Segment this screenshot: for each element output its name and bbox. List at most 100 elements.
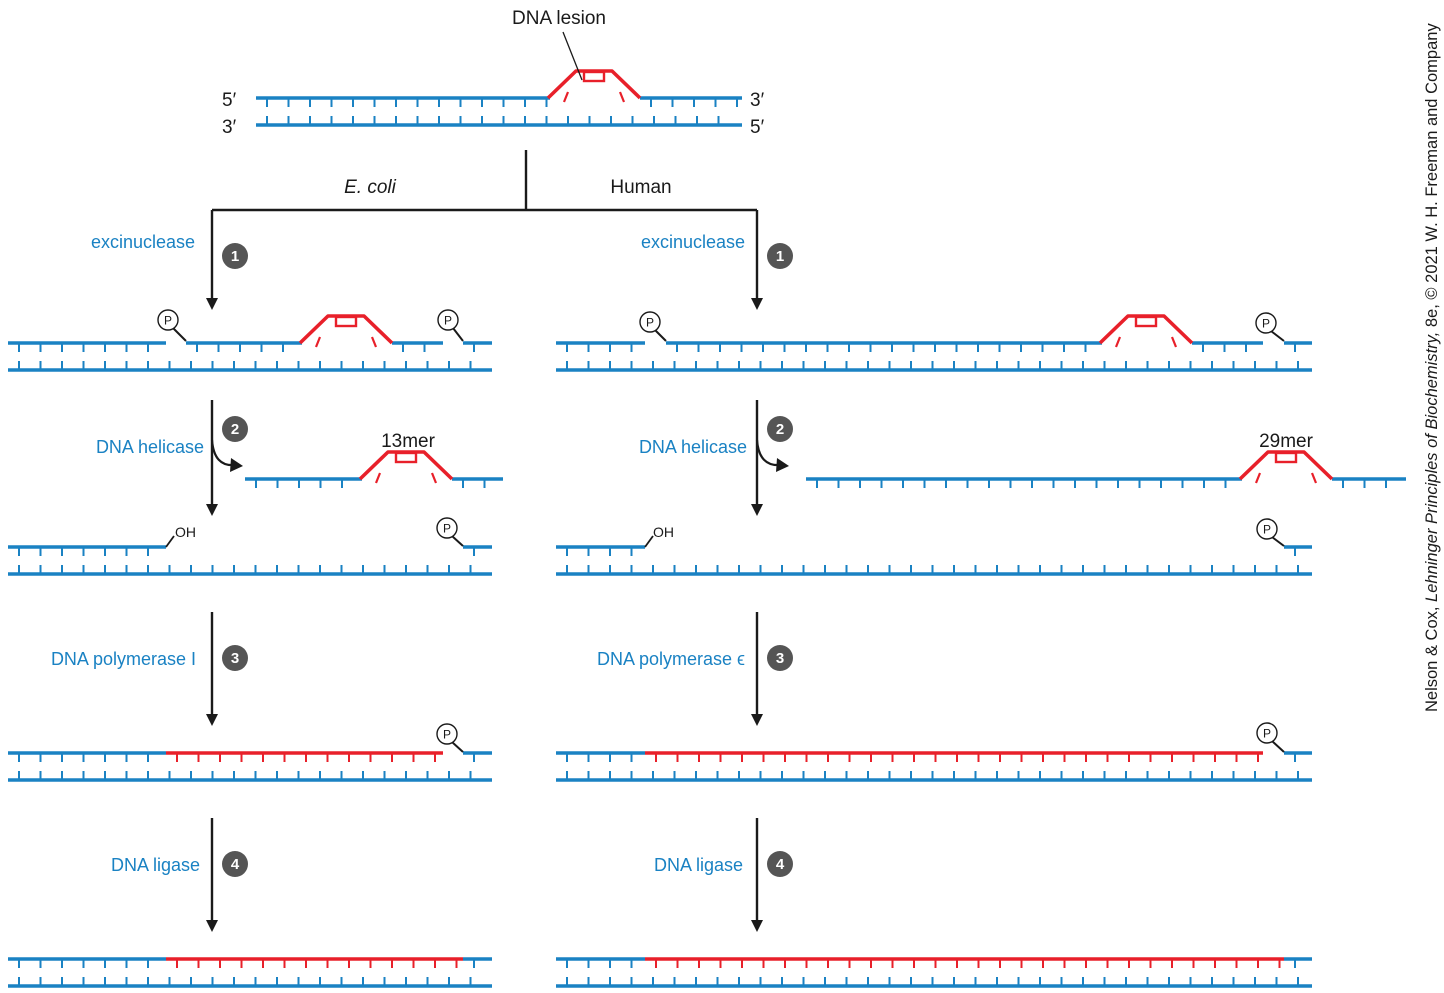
arrowhead <box>206 920 218 932</box>
lesion-base-tick <box>370 336 378 348</box>
phosphate-circle <box>437 309 459 331</box>
human-curved-arrow-excision <box>755 439 789 472</box>
ecoli-step-3: DNA polymerase I 3 <box>51 645 248 671</box>
arrowhead <box>776 458 789 472</box>
ecoli-arrow-step-1 <box>206 210 218 310</box>
ecoli-arrow-step-4 <box>206 818 218 932</box>
end-label-3prime-left: 3′ <box>222 117 237 138</box>
human-sealed-dna <box>556 957 1312 988</box>
phosphate-circle <box>1256 518 1278 540</box>
step-number-badge <box>767 243 793 269</box>
credit-prefix: Nelson & Cox, <box>1423 602 1441 712</box>
step-number-badge <box>767 851 793 877</box>
phosphate-marker: P <box>1255 312 1285 342</box>
arrowhead <box>751 920 763 932</box>
arrowhead <box>751 714 763 726</box>
phosphate-bond <box>1270 330 1285 342</box>
phosphate-circle <box>1256 722 1278 744</box>
arrowhead <box>206 714 218 726</box>
lesion-base-tick <box>374 472 382 484</box>
lesion-bulge <box>1098 314 1194 345</box>
lesion-base-tick <box>1114 336 1122 348</box>
step-number: 1 <box>231 248 239 265</box>
intact-dna-with-lesion <box>256 69 742 127</box>
human-arrow-step-1 <box>751 210 763 310</box>
ecoli-branch-label: E. coli <box>344 177 397 198</box>
phosphate-bond <box>452 327 464 342</box>
human-enzyme-label: excinuclease <box>641 232 745 252</box>
human-step-4: DNA ligase 4 <box>654 851 793 877</box>
step-number-badge <box>222 851 248 877</box>
step-number-badge <box>767 416 793 442</box>
arrowhead <box>206 298 218 310</box>
lesion-pointer-line <box>562 31 583 81</box>
lesion-base-tick <box>562 91 570 103</box>
phosphate-marker: P <box>1256 518 1285 547</box>
ecoli-sealed-dna <box>8 957 492 988</box>
ecoli-enzyme-label: excinuclease <box>91 232 195 252</box>
human-fragment-label: 29mer <box>1259 431 1314 452</box>
human-arrow-step-2 <box>751 400 763 516</box>
hydroxyl-label: OH <box>653 524 674 540</box>
phosphate-bond <box>451 535 464 547</box>
credit-suffix: 8e, © 2021 W. H. Freeman and Company <box>1423 23 1441 332</box>
lesion-base-tick <box>1254 472 1262 484</box>
step-number: 1 <box>776 248 784 265</box>
lesion-bulge <box>298 314 394 345</box>
step-number: 2 <box>776 421 784 438</box>
human-step-1: excinuclease 1 <box>641 232 793 269</box>
thymine-dimer-bond <box>394 451 418 464</box>
phosphate-label: P <box>1263 727 1271 741</box>
human-enzyme-label: DNA polymerase ϵ <box>597 649 745 669</box>
hydroxyl-label: OH <box>175 524 196 540</box>
ecoli-arrow-step-3 <box>206 612 218 726</box>
phosphate-marker: P <box>437 309 464 342</box>
lesion-base-tick <box>314 336 322 348</box>
ecoli-fragment-label: 13mer <box>381 431 436 452</box>
human-repaired-nicked-dna <box>556 751 1312 782</box>
branch-connector <box>212 150 757 212</box>
step-number: 3 <box>776 650 784 667</box>
ecoli-incised-dna <box>8 314 492 372</box>
end-label-5prime-right: 5′ <box>750 117 765 138</box>
ecoli-enzyme-label: DNA ligase <box>111 855 200 875</box>
phosphate-circle <box>639 311 661 333</box>
step-number-badge <box>222 416 248 442</box>
human-arrow-step-3 <box>751 612 763 726</box>
ecoli-step-1: excinuclease 1 <box>91 232 248 269</box>
lesion-base-tick <box>1310 472 1318 484</box>
thymine-dimer-bond <box>1274 451 1298 464</box>
phosphate-label: P <box>443 522 451 536</box>
human-arrow-step-4 <box>751 818 763 932</box>
step-number-badge <box>767 645 793 671</box>
lesion-bulge <box>358 450 454 481</box>
arrow-layer <box>206 210 789 932</box>
human-branch-label: Human <box>610 177 671 198</box>
lesion-base-tick <box>1170 336 1178 348</box>
human-excised-29mer <box>806 450 1406 488</box>
thymine-dimer-bond <box>334 315 358 328</box>
phosphate-circle <box>436 723 458 745</box>
human-enzyme-label: DNA helicase <box>639 437 747 457</box>
arrowhead <box>206 504 218 516</box>
phosphate-label: P <box>1263 523 1271 537</box>
thymine-dimer-bond <box>582 70 606 83</box>
ecoli-excised-13mer <box>245 450 503 488</box>
ecoli-gapped-dna <box>8 545 492 576</box>
phosphate-label: P <box>1262 317 1270 331</box>
human-step-3: DNA polymerase ϵ 3 <box>597 645 793 671</box>
hydroxyl-marker-human: OH <box>644 524 674 548</box>
ecoli-enzyme-label: DNA polymerase I <box>51 649 196 669</box>
human-enzyme-label: DNA ligase <box>654 855 743 875</box>
end-label-5prime-left: 5′ <box>222 90 237 111</box>
human-incised-dna <box>556 314 1312 372</box>
step-number: 2 <box>231 421 239 438</box>
ecoli-curved-arrow-excision <box>210 439 243 472</box>
copyright-credit: Nelson & Cox, Lehninger Principles of Bi… <box>1423 23 1441 712</box>
phosphate-marker: P <box>436 723 464 753</box>
arrowhead <box>751 504 763 516</box>
human-step-2: DNA helicase 2 <box>639 416 793 457</box>
lesion-bulge <box>1238 450 1334 481</box>
credit-book-title: Lehninger Principles of Biochemistry, <box>1423 332 1441 602</box>
